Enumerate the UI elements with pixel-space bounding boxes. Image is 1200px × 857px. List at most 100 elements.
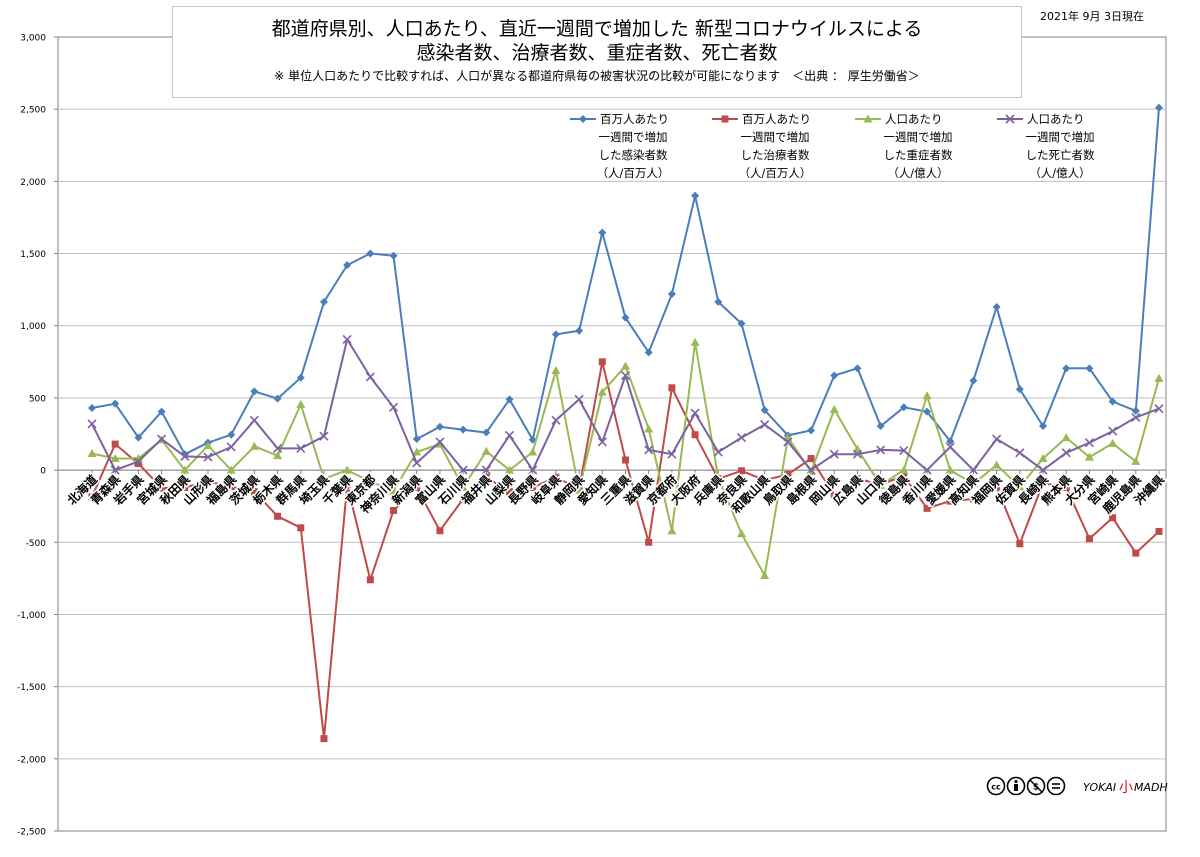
- y-tick-label: 2,000: [20, 178, 46, 188]
- data-point: [458, 482, 468, 491]
- legend-label: 一週間で増加: [599, 130, 668, 144]
- series-treatment: [88, 358, 1163, 743]
- legend-label: 一週間で増加: [884, 130, 953, 144]
- data-point: [134, 433, 143, 442]
- data-point: [157, 407, 166, 416]
- data-point: [807, 426, 816, 435]
- data-point: [413, 483, 421, 491]
- data-point: [110, 465, 120, 475]
- data-point: [180, 465, 190, 474]
- data-point: [945, 465, 955, 474]
- legend-label: 百万人あたり: [600, 112, 669, 126]
- data-point: [737, 467, 745, 475]
- data-point: [736, 433, 747, 443]
- data-point: [621, 361, 630, 370]
- data-point: [272, 443, 283, 454]
- data-point: [1109, 514, 1117, 522]
- data-point: [644, 424, 654, 433]
- data-point: [946, 437, 955, 446]
- legend-label: した治療者数: [741, 148, 810, 162]
- data-point: [783, 437, 793, 447]
- data-point: [181, 483, 189, 491]
- legend-label: （人/百万人）: [739, 166, 812, 180]
- data-point: [203, 441, 213, 450]
- data-point: [110, 454, 120, 463]
- data-point: [227, 430, 236, 439]
- data-point: [667, 289, 676, 298]
- data-point: [1016, 540, 1024, 548]
- data-point: [1108, 397, 1117, 406]
- data-point: [945, 442, 955, 452]
- data-point: [690, 408, 700, 418]
- data-point: [249, 441, 259, 450]
- svg-text:YOKAI: YOKAI: [1083, 781, 1116, 794]
- data-point: [644, 348, 653, 357]
- footer-logos: cc $ YOKAI 小 MADH: [986, 776, 1168, 796]
- data-point: [830, 491, 838, 499]
- chart-title-line2: 感染者数、治療者数、重症者数、死亡者数: [416, 42, 778, 64]
- legend-label: 人口あたり: [885, 112, 943, 126]
- legend-label: （人/億人）: [887, 166, 948, 180]
- data-point: [946, 497, 954, 505]
- data-point: [598, 358, 606, 366]
- data-point: [111, 399, 120, 408]
- data-point: [412, 435, 421, 444]
- data-point: [806, 465, 816, 475]
- data-point: [343, 481, 351, 489]
- data-point: [1084, 438, 1094, 448]
- data-point: [87, 419, 97, 429]
- data-point: [412, 447, 422, 456]
- legend-label: 百万人あたり: [742, 112, 811, 126]
- legend-label: した重症者数: [884, 148, 953, 162]
- svg-text:cc: cc: [991, 783, 1001, 792]
- data-point: [1131, 412, 1141, 422]
- y-tick-label: 2,500: [20, 106, 46, 116]
- data-point: [1039, 422, 1048, 431]
- data-point: [297, 524, 305, 532]
- data-point: [1131, 406, 1140, 415]
- data-point: [157, 434, 167, 444]
- x-tick-labels: 北海道青森県岩手県宮城県秋田県山形県福島県茨城県栃木県群馬県埼玉県千葉県東京都神…: [63, 470, 1169, 518]
- data-point: [714, 297, 723, 306]
- data-point: [1154, 404, 1164, 414]
- data-point: [622, 456, 629, 464]
- data-point: [1131, 456, 1141, 465]
- chart-subtitle: ※ 単位人口あたりで比較すれば、人口が異なる都道府県毎の被害状況の比較が可能にな…: [274, 69, 920, 83]
- data-point: [899, 465, 909, 474]
- date-label: 2021年 9月 3日現在: [1040, 10, 1144, 23]
- series-layer: [87, 103, 1164, 743]
- data-point: [760, 420, 770, 430]
- data-point: [203, 452, 213, 462]
- data-point: [620, 370, 631, 381]
- svg-text:小: 小: [1119, 780, 1133, 796]
- data-point: [899, 446, 909, 456]
- data-point: [876, 445, 886, 455]
- data-point: [1038, 454, 1048, 463]
- data-point: [691, 191, 700, 200]
- data-point: [366, 576, 374, 584]
- data-point: [645, 538, 653, 546]
- data-point: [644, 445, 654, 455]
- series-infected: [88, 103, 1163, 459]
- legend-label: 一週間で増加: [741, 130, 810, 144]
- data-point: [690, 337, 700, 346]
- data-point: [760, 406, 769, 415]
- data-point: [992, 434, 1002, 444]
- data-point: [922, 465, 932, 475]
- y-tick-label: 1,500: [20, 250, 46, 260]
- data-point: [319, 297, 328, 306]
- data-point: [863, 114, 873, 123]
- data-point: [761, 476, 769, 484]
- data-point: [691, 431, 699, 439]
- data-point: [319, 431, 329, 441]
- data-point: [227, 483, 235, 491]
- data-point: [1061, 448, 1071, 458]
- y-tick-label: -500: [26, 539, 47, 549]
- data-point: [968, 479, 978, 488]
- data-point: [180, 451, 190, 461]
- data-point: [365, 372, 375, 382]
- data-point: [668, 384, 676, 392]
- data-point: [459, 495, 467, 503]
